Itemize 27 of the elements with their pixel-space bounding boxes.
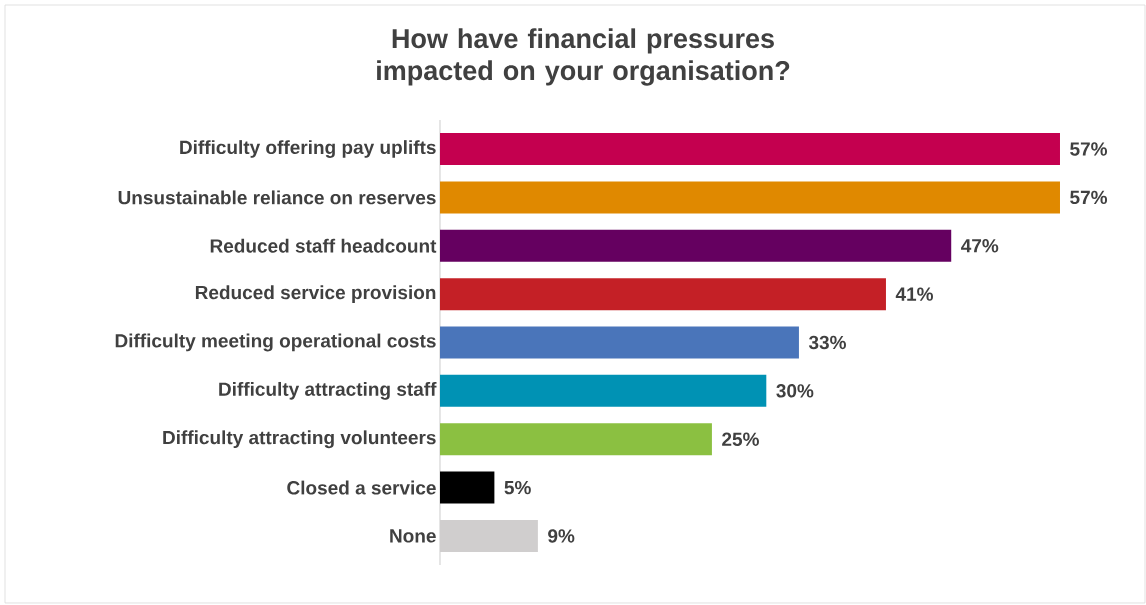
bar: [440, 229, 952, 262]
bar: [440, 133, 1060, 166]
y-tick-label: Difficulty offering pay uplifts: [180, 140, 436, 158]
data-label: 57%: [1070, 190, 1108, 205]
bar: [440, 374, 767, 407]
y-tick-label: Reduced service provision: [195, 285, 436, 303]
bar: [440, 471, 495, 504]
y-tick-label: None: [390, 529, 436, 543]
y-tick-label: Difficulty meeting operational costs: [115, 333, 436, 352]
data-label: 25%: [722, 432, 759, 446]
data-label: 30%: [776, 384, 814, 398]
bar: [440, 278, 886, 311]
bar: [440, 423, 712, 456]
y-tick-label: Unsustainable reliance on reserves: [118, 190, 436, 205]
data-label: 57%: [1070, 142, 1108, 156]
data-label: 41%: [895, 287, 934, 301]
bar: [440, 181, 1060, 214]
data-label: 9%: [548, 529, 575, 543]
bar: [440, 326, 799, 359]
y-tick-label: Closed a service: [287, 480, 436, 495]
data-label: 47%: [961, 239, 999, 253]
data-label: 33%: [808, 335, 846, 350]
chart-title: How have financial pressures impacted on your organisation?: [377, 28, 790, 86]
data-label: 5%: [504, 480, 531, 495]
y-tick-label: Reduced staff headcount: [210, 238, 437, 253]
y-tick-label: Difficulty attracting staff: [219, 381, 437, 400]
y-tick-label: Difficulty attracting volunteers: [163, 430, 436, 449]
